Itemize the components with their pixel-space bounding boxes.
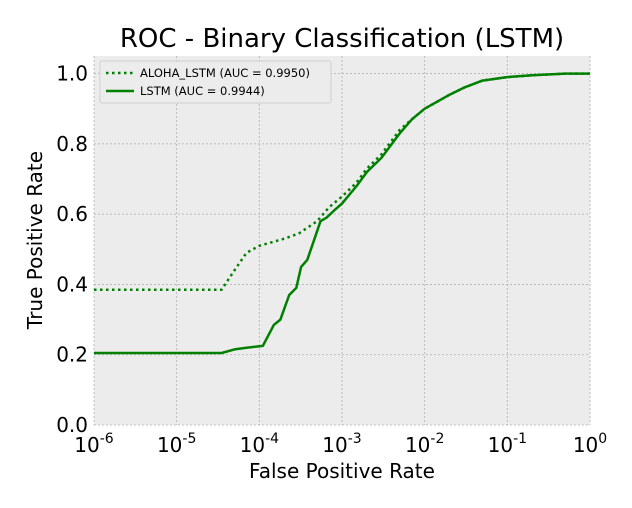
y-tick-label: 0.4	[56, 272, 88, 296]
legend: ALOHA_LSTM (AUC = 0.9950) LSTM (AUC = 0.…	[99, 60, 332, 104]
x-tick-base: 10	[322, 433, 347, 457]
x-tick-base: 10	[488, 433, 513, 457]
x-tick-label: 10-6	[74, 431, 114, 457]
x-tick-base: 10	[405, 433, 430, 457]
x-axis-label: False Positive Rate	[249, 459, 435, 483]
x-tick-base: 10	[74, 433, 99, 457]
series-layer	[94, 72, 590, 355]
y-tick-label: 0.8	[56, 132, 88, 156]
x-tick-exponent: -6	[100, 431, 114, 447]
x-tick-exponent: -4	[265, 431, 279, 447]
legend-label-aloha: ALOHA_LSTM (AUC = 0.9950)	[140, 66, 310, 80]
series-line-lstm	[94, 72, 590, 355]
legend-box	[99, 60, 332, 104]
x-tick-exponent: 0	[598, 431, 607, 447]
x-tick-exponent: -1	[513, 431, 527, 447]
x-tick-exponent: -5	[182, 431, 196, 447]
x-tick-label: 10-4	[240, 431, 280, 457]
series-line-aloha-lstm	[94, 72, 590, 291]
y-tick-label: 0.6	[56, 202, 88, 226]
tick-labels: 10-6 10-5 10-4 10-3 10-2 10-1 1000.00.20.40.60…	[56, 62, 607, 457]
x-tick-base: 10	[573, 433, 598, 457]
y-axis-label: True Positive Rate	[23, 151, 47, 330]
x-tick-exponent: -3	[348, 431, 362, 447]
y-tick-label: 0.0	[56, 413, 88, 437]
y-tick-label: 1.0	[56, 62, 88, 86]
legend-label-lstm: LSTM (AUC = 0.9944)	[140, 84, 265, 98]
y-tick-label: 0.2	[56, 343, 88, 367]
x-tick-label: 10-3	[322, 431, 361, 457]
x-tick-base: 10	[240, 433, 265, 457]
x-tick-base: 10	[157, 433, 182, 457]
x-tick-exponent: -2	[430, 431, 444, 447]
x-tick-label: 10-1	[488, 431, 527, 457]
chart-title: ROC - Binary Classification (LSTM)	[120, 24, 564, 54]
grid-lines	[93, 56, 591, 426]
x-tick-label: 10-5	[157, 431, 196, 457]
x-tick-label: 10-2	[405, 431, 444, 457]
x-tick-label: 100	[573, 431, 607, 457]
